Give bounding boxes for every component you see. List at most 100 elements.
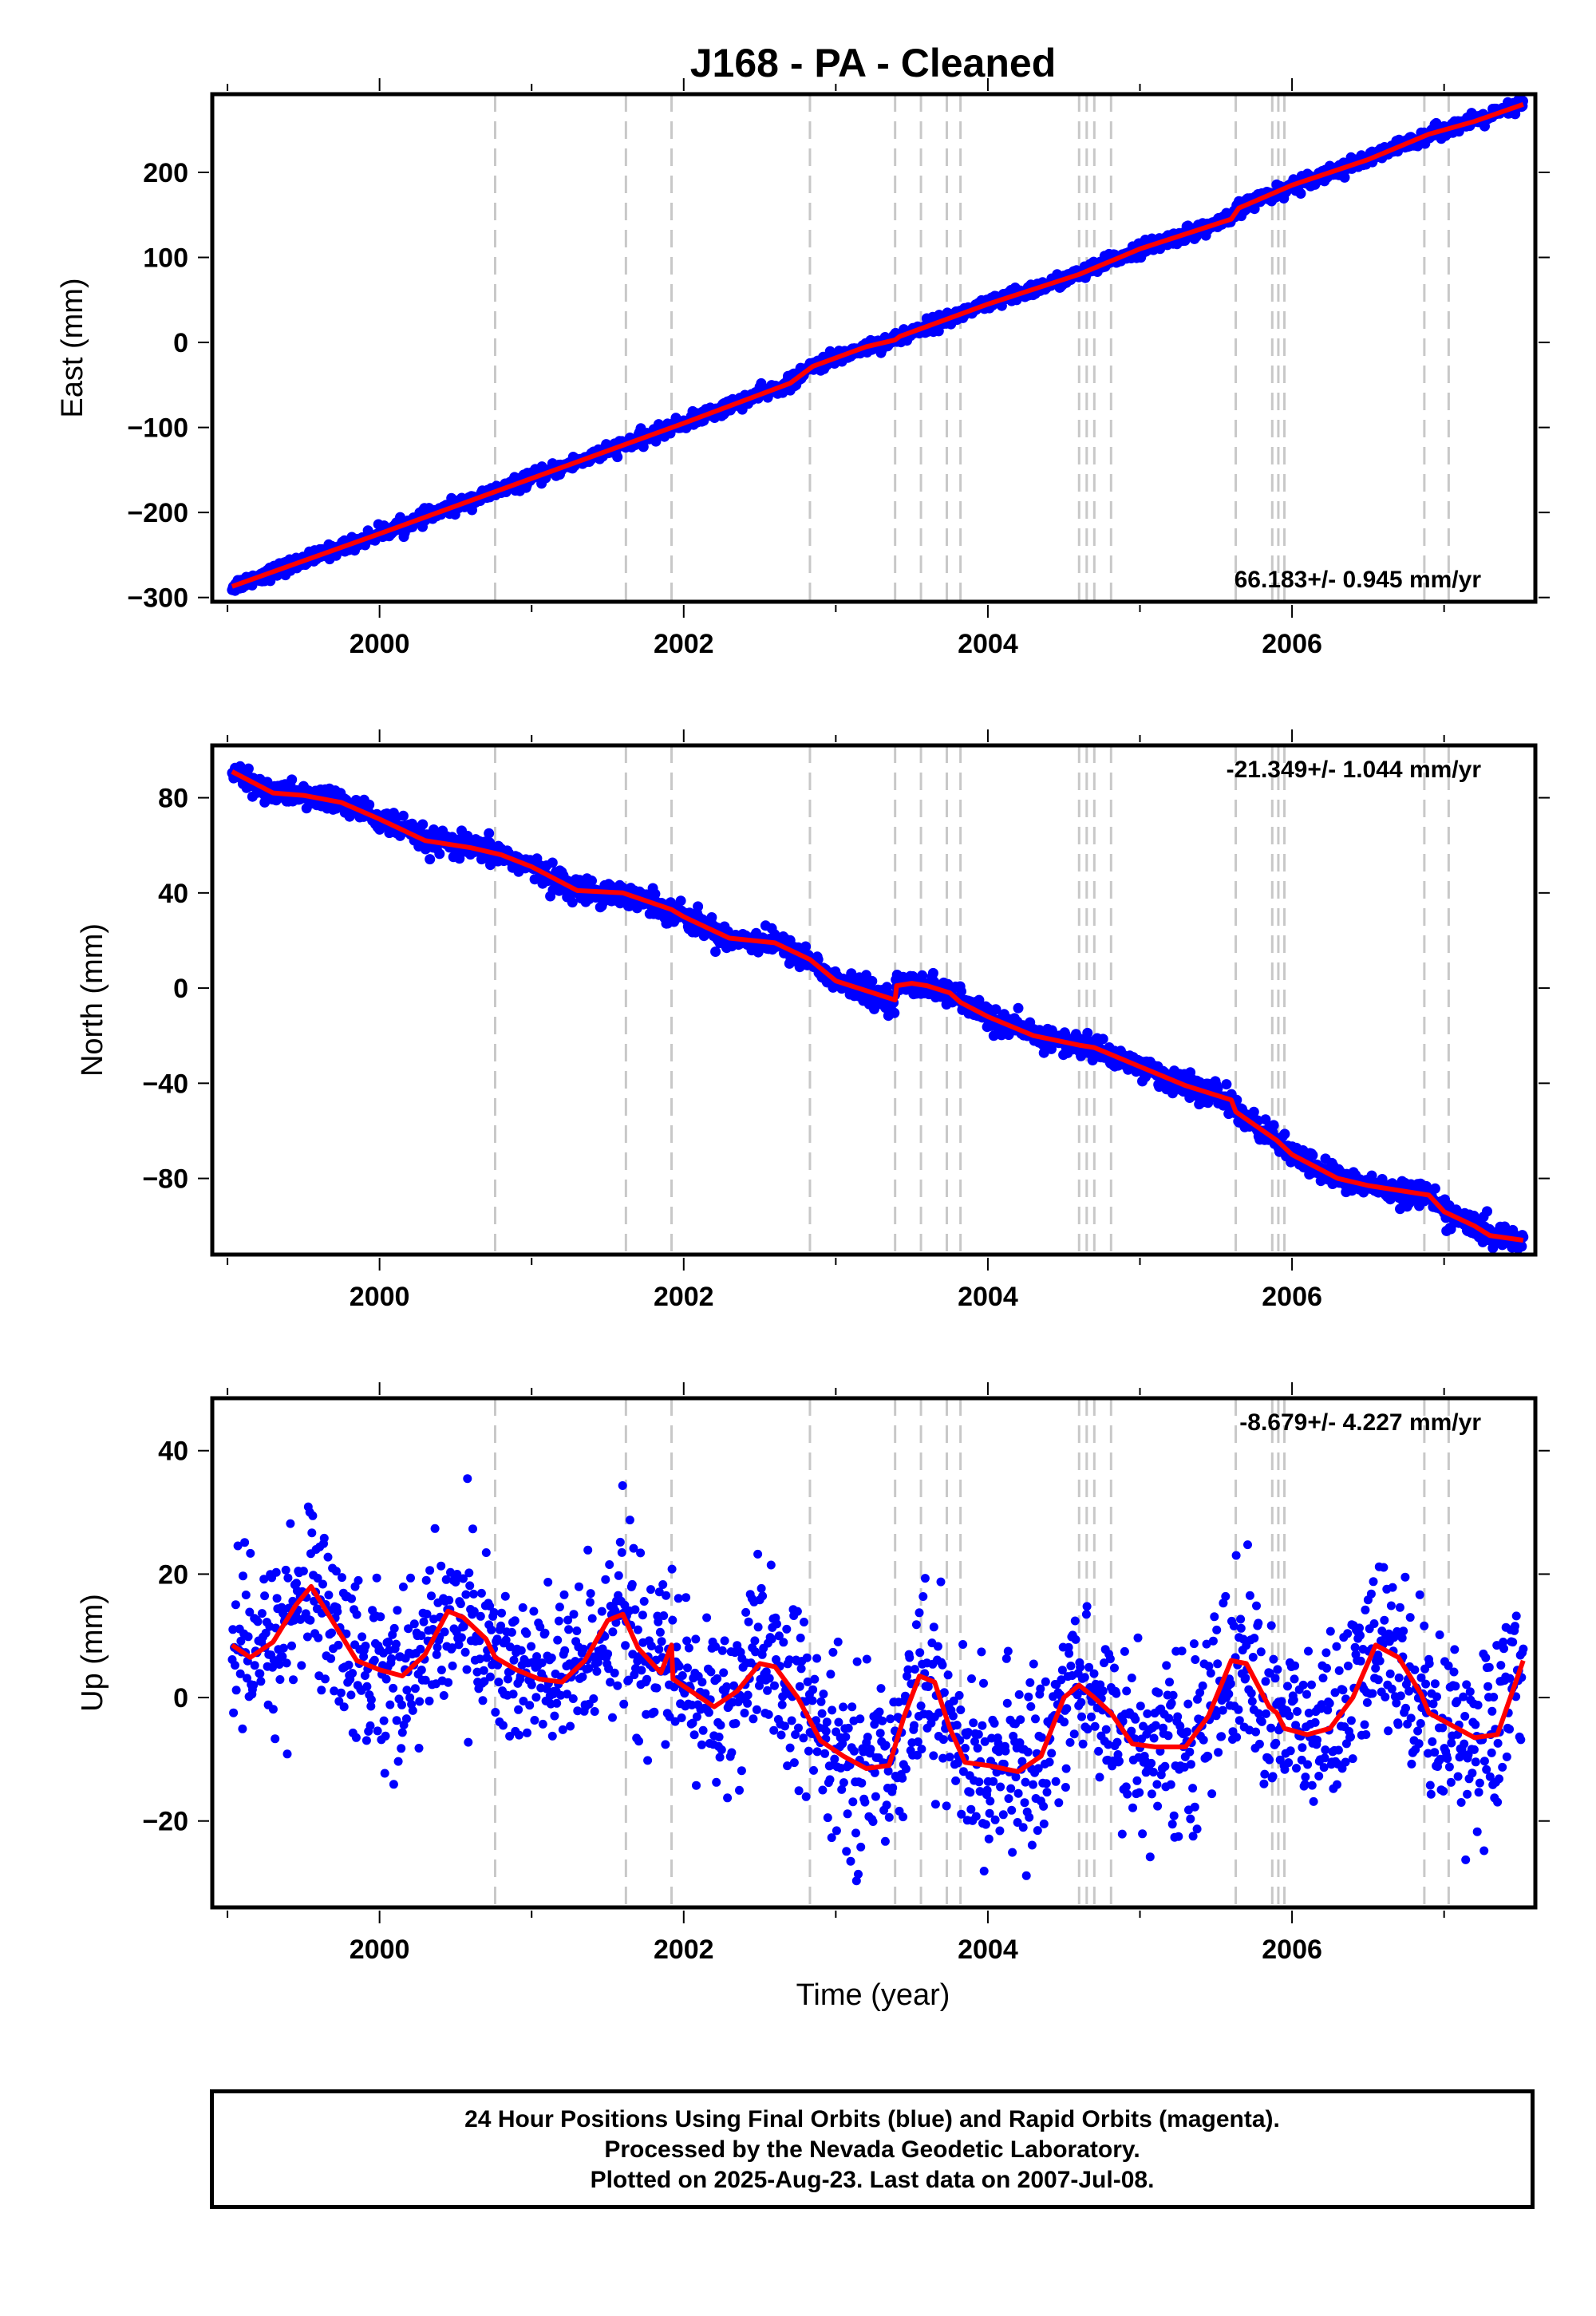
data-point (830, 1754, 839, 1764)
data-point (808, 1685, 818, 1694)
data-point (456, 1599, 465, 1609)
data-point (804, 1746, 813, 1756)
data-point (1025, 1812, 1034, 1822)
data-point (837, 1784, 847, 1794)
data-point (982, 1785, 992, 1795)
data-point (373, 1726, 382, 1736)
data-point (501, 1635, 511, 1645)
data-point (547, 1731, 557, 1741)
data-point (1177, 1646, 1187, 1656)
data-point (417, 1631, 426, 1640)
data-point (1153, 1801, 1163, 1811)
data-point (334, 1640, 343, 1650)
y-tick-label: 80 (158, 784, 188, 814)
data-point (1031, 1714, 1040, 1724)
data-point (913, 1737, 922, 1746)
data-point (668, 1615, 678, 1625)
data-point (550, 1711, 559, 1721)
data-point (677, 1713, 686, 1722)
data-point (590, 1707, 599, 1716)
data-point (920, 1574, 930, 1583)
model-line (231, 769, 1524, 1243)
data-point (592, 1666, 602, 1676)
data-point (231, 1686, 241, 1695)
data-point (996, 1782, 1005, 1792)
data-point (354, 1575, 363, 1585)
north-frame (210, 743, 1538, 1257)
data-point (624, 1675, 634, 1685)
data-point (704, 1708, 713, 1717)
data-point (743, 1698, 753, 1708)
data-point (998, 1810, 1008, 1820)
data-point (1145, 1852, 1155, 1862)
y-tick-label: −80 (142, 1164, 188, 1195)
data-point (828, 1705, 837, 1715)
data-point (875, 1707, 884, 1717)
data-point (702, 1613, 712, 1622)
x-tick-label: 2006 (1262, 629, 1322, 659)
data-point (289, 1675, 298, 1685)
data-point (1339, 172, 1350, 183)
data-point (327, 1628, 336, 1638)
data-point (547, 1653, 556, 1662)
data-point (958, 1767, 968, 1777)
data-point (785, 1743, 795, 1753)
data-point (573, 1706, 583, 1716)
data-point (803, 1677, 812, 1686)
data-point (306, 1615, 315, 1625)
x-tick-label: 2002 (654, 629, 714, 659)
data-point (489, 1608, 499, 1617)
data-point (578, 1672, 587, 1682)
data-point (422, 1610, 432, 1618)
data-point (272, 1594, 282, 1603)
data-point (943, 1670, 953, 1680)
data-point (1061, 1783, 1070, 1792)
data-point (951, 1776, 961, 1785)
data-point (514, 1705, 523, 1714)
data-point (389, 1623, 399, 1633)
data-point (279, 1643, 288, 1653)
data-point (535, 1622, 545, 1632)
data-point (630, 1605, 640, 1614)
data-point (1221, 1079, 1232, 1090)
data-point (688, 1718, 697, 1728)
data-point (1136, 1701, 1145, 1711)
data-point (1186, 1760, 1195, 1769)
data-point (516, 1646, 526, 1655)
data-point (491, 1708, 500, 1717)
data-point (838, 1739, 847, 1749)
data-point (848, 1797, 858, 1807)
data-point (286, 774, 298, 785)
data-point (286, 1519, 295, 1528)
data-point (366, 1695, 376, 1705)
data-point (463, 1474, 472, 1484)
data-point (1115, 1757, 1124, 1766)
data-point (482, 1653, 492, 1662)
data-point (1057, 1666, 1067, 1675)
data-point (723, 1793, 733, 1803)
data-point (638, 1611, 647, 1620)
data-point (1160, 1761, 1170, 1771)
data-point (434, 848, 445, 860)
data-point (531, 1693, 541, 1702)
data-point (499, 1721, 508, 1730)
data-point (365, 1721, 375, 1730)
data-point (720, 1636, 729, 1646)
data-point (812, 1747, 822, 1757)
data-point (1148, 1768, 1158, 1777)
data-point (238, 1724, 247, 1733)
data-point (822, 1717, 832, 1727)
data-point (911, 1620, 921, 1630)
data-point (639, 1597, 649, 1606)
data-point (1151, 1721, 1160, 1730)
data-point (537, 1658, 547, 1668)
data-point (763, 1686, 772, 1695)
east-rate-label: 66.183+/- 0.945 mm/yr (1235, 567, 1482, 593)
data-point (497, 1608, 506, 1618)
data-point (361, 1736, 371, 1745)
data-point (1104, 1740, 1113, 1749)
data-point (1008, 1848, 1017, 1857)
data-point (691, 1634, 701, 1644)
data-point (860, 1797, 870, 1807)
data-point (239, 1571, 247, 1581)
